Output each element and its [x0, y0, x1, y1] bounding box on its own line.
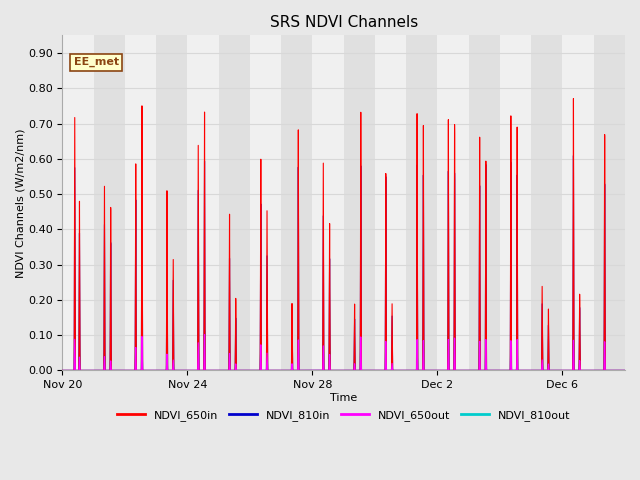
NDVI_810in	[521, 368, 529, 373]
NDVI_650out	[161, 368, 168, 373]
Bar	[312, 36, 344, 371]
NDVI_650out	[201, 332, 209, 337]
NDVI_810in	[478, 368, 486, 373]
NDVI_810in	[273, 368, 281, 373]
NDVI_650out	[396, 368, 404, 373]
NDVI_650out	[424, 368, 432, 373]
NDVI_810out	[424, 368, 432, 373]
NDVI_650in	[478, 368, 486, 373]
NDVI_810in	[621, 368, 629, 373]
NDVI_810out	[273, 368, 281, 373]
NDVI_810out	[58, 368, 66, 373]
NDVI_810in	[570, 153, 577, 158]
Bar	[188, 36, 219, 371]
NDVI_650in	[621, 368, 629, 373]
NDVI_810in	[58, 368, 66, 373]
Bar	[93, 36, 125, 371]
NDVI_650in	[521, 368, 529, 373]
Bar	[250, 36, 281, 371]
Bar	[594, 36, 625, 371]
NDVI_650out	[521, 368, 529, 373]
NDVI_650out	[58, 368, 66, 373]
Legend: NDVI_650in, NDVI_810in, NDVI_650out, NDVI_810out: NDVI_650in, NDVI_810in, NDVI_650out, NDV…	[112, 406, 575, 425]
NDVI_810in	[396, 368, 404, 373]
Line: NDVI_810out: NDVI_810out	[62, 331, 625, 371]
Bar	[375, 36, 406, 371]
NDVI_810in	[161, 368, 168, 373]
NDVI_650in	[396, 368, 404, 373]
NDVI_810out	[521, 368, 529, 373]
NDVI_650in	[161, 368, 168, 373]
Text: EE_met: EE_met	[74, 57, 118, 67]
NDVI_810out	[396, 368, 404, 373]
Bar	[468, 36, 500, 371]
NDVI_650in	[424, 368, 432, 373]
Bar	[156, 36, 188, 371]
NDVI_650in	[58, 368, 66, 373]
NDVI_810out	[161, 368, 168, 373]
Bar	[219, 36, 250, 371]
NDVI_650out	[479, 368, 486, 373]
NDVI_650out	[621, 368, 629, 373]
Bar	[125, 36, 156, 371]
NDVI_650out	[273, 368, 281, 373]
Bar	[500, 36, 531, 371]
NDVI_650in	[570, 96, 577, 101]
Line: NDVI_650in: NDVI_650in	[62, 98, 625, 371]
NDVI_810out	[201, 328, 209, 334]
Bar	[62, 36, 93, 371]
Title: SRS NDVI Channels: SRS NDVI Channels	[269, 15, 418, 30]
NDVI_650in	[273, 368, 281, 373]
X-axis label: Time: Time	[330, 393, 357, 403]
Line: NDVI_810in: NDVI_810in	[62, 156, 625, 371]
Bar	[437, 36, 468, 371]
Bar	[281, 36, 312, 371]
NDVI_810out	[479, 368, 486, 373]
NDVI_810out	[621, 368, 629, 373]
Bar	[406, 36, 437, 371]
Y-axis label: NDVI Channels (W/m2/nm): NDVI Channels (W/m2/nm)	[15, 128, 25, 277]
Bar	[531, 36, 563, 371]
Bar	[344, 36, 375, 371]
NDVI_810in	[424, 368, 432, 373]
Bar	[563, 36, 594, 371]
Line: NDVI_650out: NDVI_650out	[62, 335, 625, 371]
